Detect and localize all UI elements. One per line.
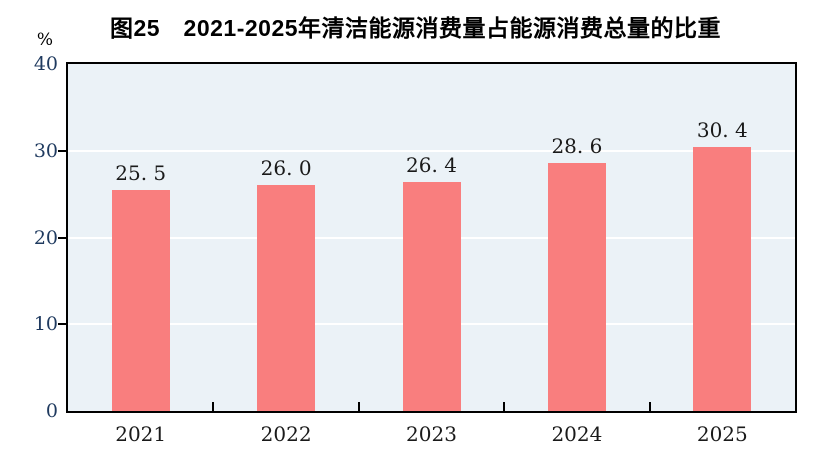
x-tick-label-2022: 2022 xyxy=(260,422,312,446)
x-axis-boundary-tick-1 xyxy=(212,402,215,411)
y-tick-label-30: 30 xyxy=(33,139,58,162)
gridline-30 xyxy=(68,149,795,152)
bar-value-label-2021: 25. 5 xyxy=(115,160,167,185)
y-tick-mark-30 xyxy=(58,149,66,152)
y-axis-unit-label: % xyxy=(36,30,54,50)
y-tick-label-0: 0 xyxy=(45,400,58,422)
x-axis-boundary-tick-4 xyxy=(648,402,651,411)
bar-2021 xyxy=(111,189,170,411)
chart-title: 图25 2021-2025年清洁能源消费量占能源消费总量的比重 xyxy=(109,15,722,41)
bar-value-label-2024: 28. 6 xyxy=(551,133,603,158)
y-tick-label-40: 40 xyxy=(33,53,58,75)
y-tick-mark-10 xyxy=(58,323,66,326)
y-tick-label-10: 10 xyxy=(33,313,58,336)
x-axis-boundary-tick-3 xyxy=(503,402,506,411)
y-tick-label-20: 20 xyxy=(33,226,58,249)
x-axis-boundary-tick-2 xyxy=(357,402,360,411)
bar-value-label-2023: 26. 4 xyxy=(406,152,457,177)
bar-value-label-2025: 30. 4 xyxy=(696,118,748,143)
bar-2025 xyxy=(693,147,752,411)
x-tick-label-2025: 2025 xyxy=(696,422,748,446)
bar-value-label-2022: 26. 0 xyxy=(260,156,312,181)
x-tick-label-2024: 2024 xyxy=(551,422,603,446)
plot-area: 25. 5 26. 0 26. 4 28. 6 30. 4 xyxy=(66,62,797,413)
bar-2022 xyxy=(257,185,316,411)
y-tick-mark-20 xyxy=(58,236,66,239)
x-tick-label-2021: 2021 xyxy=(115,422,167,446)
x-tick-label-2023: 2023 xyxy=(406,422,457,446)
bar-2024 xyxy=(547,162,606,411)
bar-2023 xyxy=(402,181,461,411)
